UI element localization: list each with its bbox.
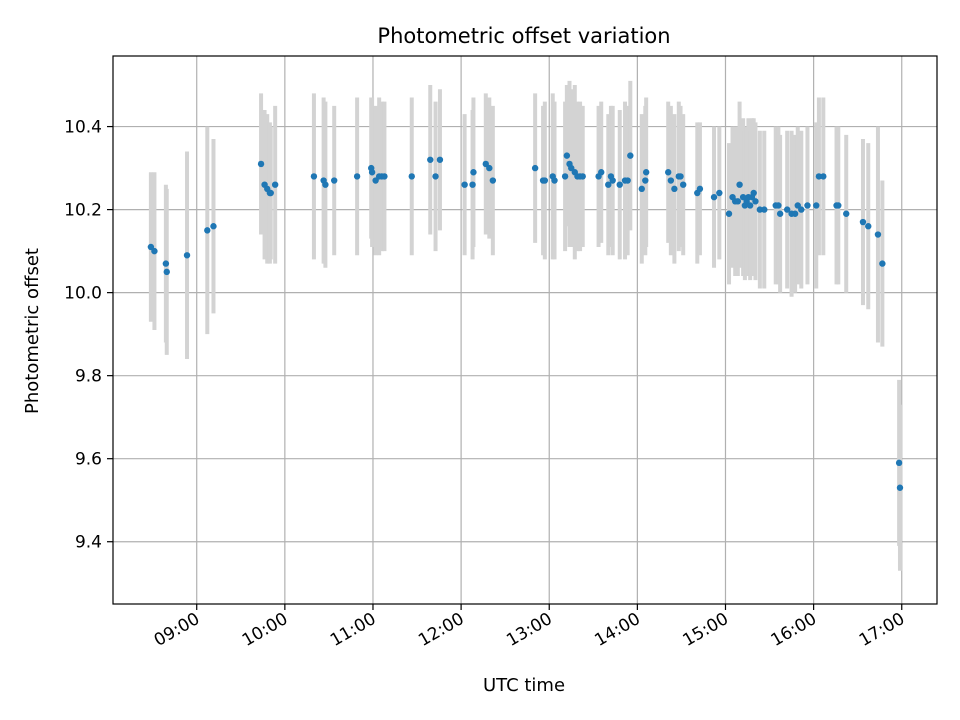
data-point <box>210 223 217 230</box>
x-axis-title: UTC time <box>483 675 565 696</box>
data-point <box>616 181 623 188</box>
data-point <box>798 206 805 213</box>
data-point <box>579 173 586 180</box>
data-point <box>561 173 569 180</box>
data-point <box>368 169 376 176</box>
chart-title: Photometric offset variation <box>377 24 670 48</box>
y-tick-label: 9.8 <box>75 367 102 387</box>
data-point <box>605 181 612 188</box>
data-point <box>783 206 791 213</box>
data-point <box>665 169 672 176</box>
data-point <box>776 210 784 217</box>
data-point <box>865 223 872 230</box>
data-point <box>761 206 768 213</box>
y-tick-label: 10.0 <box>64 284 102 304</box>
data-point <box>895 459 903 467</box>
data-point <box>667 177 675 184</box>
data-point <box>489 177 497 184</box>
y-axis: 9.4 9.6 9.8 10.0 10.2 10.4 <box>64 118 113 553</box>
data-point <box>598 169 605 176</box>
plot-frame <box>112 55 938 605</box>
data-point <box>408 173 415 180</box>
data-point <box>696 185 704 193</box>
data-point <box>531 164 539 172</box>
data-point <box>267 189 274 197</box>
data-point <box>859 218 867 226</box>
data-point <box>843 210 850 217</box>
data-point <box>756 206 764 213</box>
data-point <box>563 152 571 159</box>
data-point <box>820 173 827 180</box>
data-point <box>331 177 338 184</box>
data-point-layer <box>147 152 904 491</box>
data-point <box>736 181 743 188</box>
data-point <box>710 193 718 201</box>
data-point <box>804 202 811 209</box>
data-point <box>679 181 687 188</box>
data-point <box>322 181 329 188</box>
data-point <box>677 173 684 180</box>
data-point <box>151 247 158 255</box>
data-point <box>638 185 645 193</box>
data-point <box>353 173 361 180</box>
data-point <box>271 181 279 188</box>
data-point <box>551 177 558 184</box>
data-point <box>162 260 170 267</box>
data-point <box>750 189 757 197</box>
data-point <box>163 268 170 276</box>
data-point <box>381 173 388 180</box>
y-tick-label: 10.2 <box>64 201 102 221</box>
data-point <box>624 177 631 184</box>
data-point <box>835 202 842 209</box>
data-point <box>791 210 799 217</box>
y-tick-label: 10.4 <box>64 118 102 138</box>
data-point <box>746 202 754 209</box>
data-point <box>183 252 191 259</box>
data-point <box>436 156 444 163</box>
data-point <box>427 156 434 163</box>
data-point <box>815 173 823 180</box>
data-point <box>775 202 782 209</box>
data-point <box>432 173 439 180</box>
data-point <box>627 152 634 159</box>
data-point <box>541 177 549 184</box>
data-point <box>204 227 211 234</box>
data-point <box>461 181 468 188</box>
data-point <box>879 260 886 267</box>
data-point <box>725 210 733 217</box>
data-point <box>874 231 882 238</box>
data-point <box>310 173 318 180</box>
data-point <box>470 169 477 176</box>
data-point <box>257 160 265 168</box>
data-point <box>642 169 650 176</box>
data-point <box>734 198 742 205</box>
data-point <box>609 177 616 184</box>
y-axis-title: Photometric offset <box>22 248 43 414</box>
data-point <box>486 164 493 172</box>
y-tick-label: 9.6 <box>75 450 102 470</box>
data-point <box>469 181 476 188</box>
data-point <box>896 484 904 491</box>
data-point <box>716 189 723 197</box>
data-point <box>671 185 678 193</box>
data-point <box>752 198 759 205</box>
y-tick-label: 9.4 <box>75 533 102 553</box>
data-point <box>813 202 820 209</box>
data-point <box>642 177 649 184</box>
